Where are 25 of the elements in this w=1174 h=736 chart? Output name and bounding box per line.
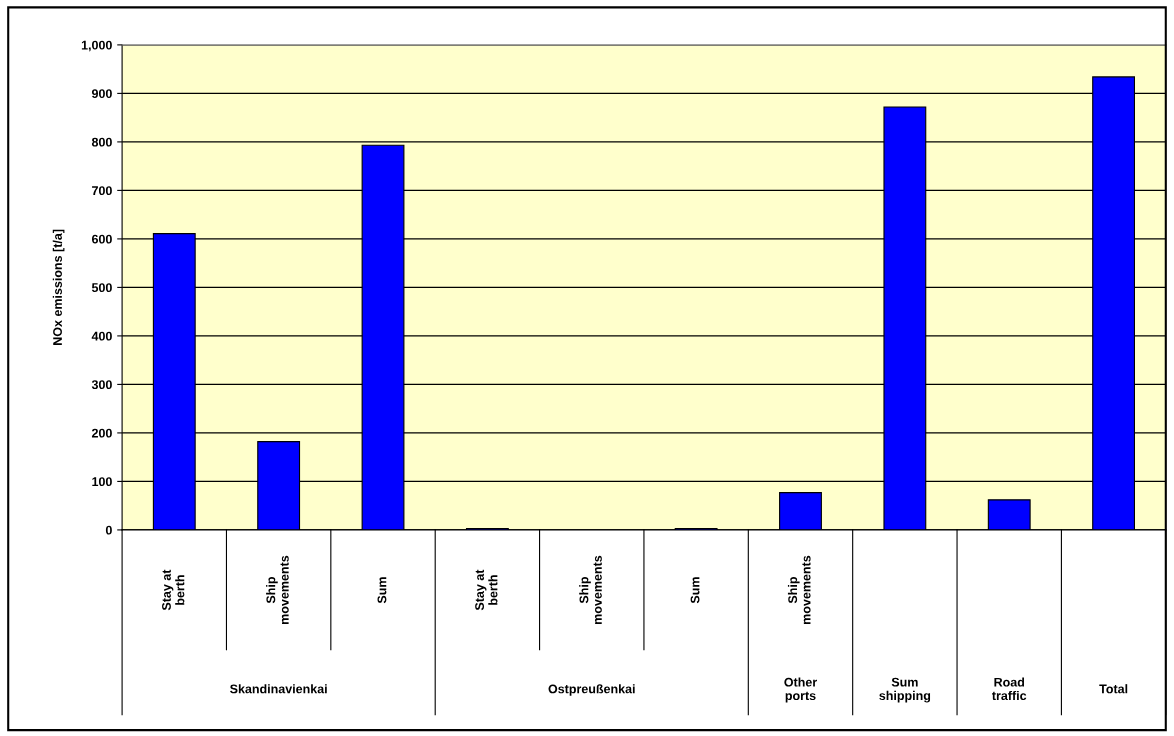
text: Skandinavienkai <box>230 684 327 694</box>
x-tick-label: Sum <box>690 577 700 604</box>
y-tick-label: 500 <box>91 283 112 293</box>
x-tick-label: Ship movements <box>787 555 811 624</box>
text: Road traffic <box>992 677 1027 701</box>
x-tick-label: Ship movements <box>266 555 289 624</box>
y-tick-label: 600 <box>91 234 112 244</box>
x-tick-label: Ship movements <box>579 555 602 624</box>
y-tick-label: 0 <box>105 525 112 535</box>
x-tick-label: Sum <box>377 577 387 604</box>
x-tick-label: Stay at berth <box>475 569 498 611</box>
x-tick-label: Stay at berth <box>162 569 185 611</box>
y-tick-label: 300 <box>91 380 112 390</box>
y-tick-label: 1,000 <box>81 40 112 52</box>
y-tick-label: 700 <box>92 186 112 196</box>
y-axis-title: NOx emissions [t/a] <box>52 229 65 345</box>
y-tick-label: 200 <box>91 428 112 438</box>
text: Total <box>1099 684 1128 694</box>
y-tick-label: 100 <box>92 477 112 487</box>
y-tick-label: 800 <box>91 137 112 147</box>
text: Other ports <box>784 677 817 703</box>
text: Sum shipping <box>879 677 931 703</box>
y-tick-label: 900 <box>91 89 112 99</box>
y-tick-label: 400 <box>91 331 112 341</box>
text: Ostpreußenkai <box>548 684 635 696</box>
